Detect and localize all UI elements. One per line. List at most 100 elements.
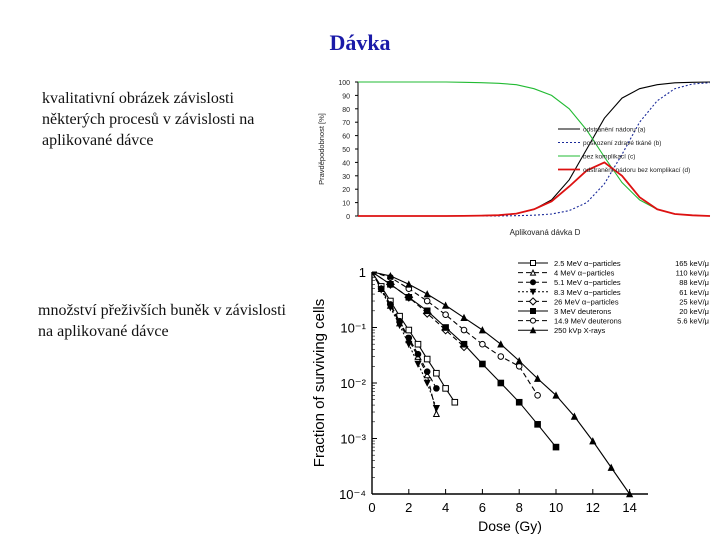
series-group <box>371 271 560 451</box>
data-point <box>529 326 537 334</box>
data-point <box>515 356 523 365</box>
data-point <box>497 353 505 360</box>
x-tick-label: 4 <box>442 500 449 515</box>
data-point <box>442 385 449 392</box>
data-point <box>528 297 538 306</box>
y-tick-label: 50 <box>342 147 350 154</box>
x-tick-label: 14 <box>622 500 636 515</box>
legend-label: bez komplikací (c) <box>583 154 635 161</box>
y-tick-label: 90 <box>342 93 350 100</box>
y-tick-label: 10⁻³ <box>340 432 366 447</box>
y-tick-label: 10⁻¹ <box>340 321 366 336</box>
data-point <box>479 360 486 368</box>
y-tick-label: 100 <box>338 80 350 87</box>
y-tick-label: 60 <box>342 134 350 141</box>
x-tick-label: 10 <box>549 500 563 515</box>
series-line <box>371 271 539 396</box>
data-point <box>414 360 422 368</box>
data-point <box>441 301 450 309</box>
data-point <box>529 288 537 296</box>
y-tick-label: 30 <box>342 174 350 181</box>
legend-label: odstranění nádoru bez komplikací (d) <box>583 167 690 174</box>
data-point <box>589 437 597 445</box>
data-point <box>451 398 459 406</box>
data-point <box>386 271 395 280</box>
legend-let-label: 20 keV/μ <box>679 307 709 316</box>
data-point <box>625 490 634 498</box>
description-survival-chart: množství přeživších buněk v závislosti n… <box>38 302 286 340</box>
data-point <box>515 362 523 370</box>
y-axis-label: Fraction of surviving cells <box>311 299 328 467</box>
y-tick-label: 10 <box>342 201 350 208</box>
series-line <box>371 271 465 348</box>
data-point <box>497 379 505 387</box>
data-point <box>570 412 579 420</box>
y-axis-label: Pravděpodobnost [%] <box>317 113 326 185</box>
legend-label: 5.1 MeV α−particles <box>554 278 621 287</box>
legend-let-label: 165 keV/μ <box>675 259 709 268</box>
data-point <box>433 385 440 392</box>
data-point <box>405 326 413 334</box>
data-point <box>530 260 536 266</box>
slide-title: Dávka <box>329 30 391 55</box>
data-point <box>423 290 431 298</box>
series-line <box>358 82 711 217</box>
legend-let-label: 61 keV/μ <box>679 288 709 297</box>
data-point <box>552 443 560 451</box>
legend-label: 4 MeV α−particles <box>554 269 615 278</box>
data-point <box>423 307 431 315</box>
data-point <box>530 279 536 286</box>
data-point <box>405 280 413 288</box>
data-point <box>460 340 468 348</box>
data-point <box>387 281 394 288</box>
y-tick-label: 0 <box>346 214 350 221</box>
legend-let-label: 110 keV/μ <box>676 269 709 278</box>
data-point <box>423 297 431 305</box>
series-line <box>371 271 557 448</box>
series-group <box>371 271 441 413</box>
legend-let-label: 25 keV/μ <box>679 297 709 306</box>
y-tick-label: 20 <box>342 187 350 194</box>
data-point <box>423 379 431 387</box>
x-tick-label: 6 <box>479 500 486 515</box>
data-point <box>530 317 536 324</box>
data-point <box>515 398 523 406</box>
y-tick-label: 10⁻⁴ <box>339 487 366 502</box>
data-point <box>534 392 541 399</box>
data-point <box>386 304 395 312</box>
data-point <box>533 374 542 382</box>
data-point <box>405 294 413 301</box>
series-group <box>371 271 441 417</box>
data-point <box>442 324 449 331</box>
data-point <box>460 326 468 334</box>
data-point <box>607 463 615 471</box>
legend-label: 3 MeV deuterons <box>554 307 611 316</box>
data-point <box>432 409 441 417</box>
data-point <box>478 326 487 334</box>
data-point <box>423 355 431 363</box>
series-group <box>371 271 459 406</box>
probability-chart: 0 10 20 30 40 50 60 70 80 90 100 Pravděpodobnost [%… <box>317 80 711 237</box>
legend-label: 250 kVp X-rays <box>554 326 606 335</box>
data-point <box>377 286 385 294</box>
data-point <box>423 368 431 375</box>
data-point <box>414 350 422 358</box>
legend-label: 26 MeV α−particles <box>554 297 619 306</box>
data-point <box>497 340 505 348</box>
data-point <box>529 268 537 276</box>
x-tick-label: 12 <box>586 500 600 515</box>
legend-label: odstranění nádoru (a) <box>583 127 646 134</box>
data-point <box>414 340 422 348</box>
legend-label: 8.3 MeV α−particles <box>554 288 621 297</box>
data-point <box>395 321 404 330</box>
data-point <box>534 421 541 428</box>
y-tick-label: 70 <box>342 120 350 127</box>
y-tick-label: 10⁻² <box>340 376 366 391</box>
data-point <box>460 313 468 322</box>
x-tick-label: 8 <box>516 500 523 515</box>
data-point <box>552 391 560 399</box>
data-point <box>479 340 486 348</box>
legend-label: 2.5 MeV α−particles <box>554 259 621 268</box>
data-point <box>442 311 449 319</box>
data-point <box>530 308 536 314</box>
